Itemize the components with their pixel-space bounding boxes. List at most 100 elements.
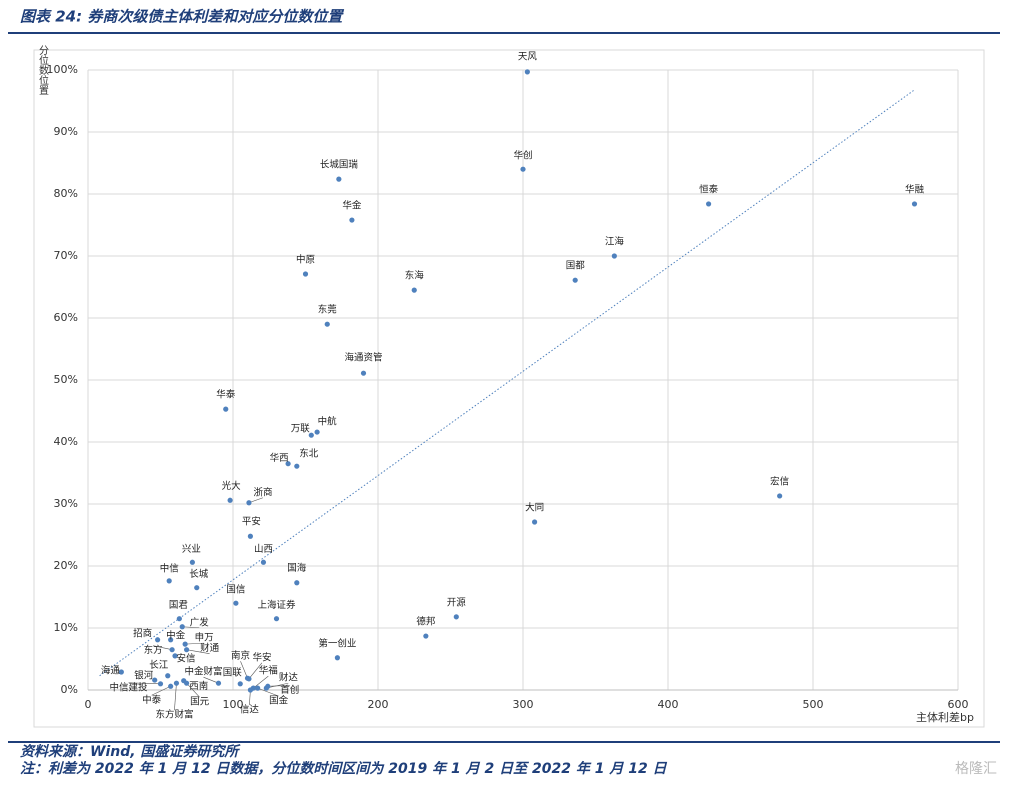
point <box>182 641 188 647</box>
point <box>777 493 783 499</box>
y-axis-title-text: 分位数位置 <box>37 45 49 95</box>
plot-frame <box>33 49 985 728</box>
point-label: 西南 <box>189 680 208 692</box>
point-label: 华融 <box>905 183 925 195</box>
point-label: 东北 <box>299 448 319 460</box>
y-tick-label: 50% <box>54 373 78 386</box>
point <box>308 432 314 438</box>
point <box>166 578 172 584</box>
title: 图表 24: 券商次级债主体利差和对应分位数位置 <box>20 8 344 26</box>
point-label: 国君 <box>169 600 189 611</box>
point-label: 国金 <box>269 695 289 707</box>
point <box>294 580 300 586</box>
point <box>324 321 330 327</box>
point <box>453 614 459 620</box>
x-axis-title: 主体利差bp <box>916 710 974 724</box>
point-label: 大同 <box>525 501 544 513</box>
point <box>411 287 417 293</box>
point-label: 海通 <box>101 665 121 677</box>
x-tick-label: 400 <box>658 698 679 711</box>
point <box>173 680 180 686</box>
point <box>911 201 918 207</box>
x-tick-label: 200 <box>368 698 389 711</box>
point-label: 万联 <box>291 424 311 435</box>
point <box>360 370 367 376</box>
leader-line <box>203 676 219 684</box>
point-label: 海通资管 <box>344 352 382 364</box>
trendline <box>99 89 915 677</box>
point <box>157 681 164 687</box>
point-label: 中原 <box>296 253 315 265</box>
leader-line <box>153 645 173 650</box>
leader-line <box>240 661 248 679</box>
leader-line <box>174 683 177 711</box>
y-tick-label: 0% <box>61 683 78 696</box>
point-label: 国海 <box>287 562 307 574</box>
point <box>172 653 178 659</box>
leader-line <box>151 686 171 696</box>
point <box>155 637 161 643</box>
y-tick-label: 70% <box>54 249 78 262</box>
x-tick-label: 100 <box>223 698 244 711</box>
y-tick-label: 40% <box>54 435 78 448</box>
point <box>611 253 617 259</box>
point <box>294 463 300 469</box>
point-label: 南京 <box>231 650 250 662</box>
y-tick-label: 20% <box>54 559 78 572</box>
point-label: 申万 <box>195 632 214 644</box>
point <box>152 677 158 683</box>
point-label: 东方财富 <box>155 709 193 721</box>
point-label: 中航 <box>318 416 338 428</box>
leader-line <box>267 684 290 687</box>
point <box>246 500 252 506</box>
point-label: 华安 <box>252 651 271 663</box>
leader-line <box>257 687 279 697</box>
point-label: 中信建投 <box>109 681 148 693</box>
point-label: 光大 <box>222 480 242 492</box>
point-label: 广发 <box>190 616 210 628</box>
point-label: 中泰 <box>142 694 162 706</box>
point <box>169 647 175 653</box>
point <box>334 655 340 661</box>
point <box>524 69 530 75</box>
point-label: 中金 <box>166 629 186 641</box>
x-tick-label: 500 <box>803 698 824 711</box>
point <box>184 680 190 686</box>
point <box>118 669 124 675</box>
note: 注：利差为 2022 年 1 月 12 日数据，分位数时间区间为 2019 年 … <box>20 760 668 777</box>
point-label: 东莞 <box>318 304 338 316</box>
point <box>302 271 309 277</box>
point-label: 长城 <box>189 568 209 580</box>
point-label: 招商 <box>133 627 152 639</box>
y-tick-label: 60% <box>54 311 78 324</box>
point <box>233 600 239 606</box>
leader-line <box>182 626 200 629</box>
point-label: 财通 <box>200 642 220 654</box>
x-tick-label: 600 <box>948 698 969 711</box>
y-tick-label: 30% <box>54 497 78 510</box>
y-tick-label: 90% <box>54 125 78 138</box>
point-label: 华福 <box>259 665 278 677</box>
point <box>706 201 712 207</box>
point <box>168 683 174 689</box>
y-tick-label: 80% <box>54 187 78 200</box>
point-label: 华创 <box>513 150 532 162</box>
point <box>520 166 526 172</box>
point <box>189 559 195 565</box>
point-label: 国都 <box>566 261 586 272</box>
point-label: 中信 <box>160 562 179 574</box>
point-label: 中金财富 <box>184 666 222 678</box>
point-label: 信达 <box>240 704 260 716</box>
point-label: 国元 <box>190 697 210 708</box>
point <box>168 637 174 643</box>
x-tick-label: 300 <box>513 698 534 711</box>
y-tick-label: 10% <box>54 621 78 634</box>
point <box>184 647 190 653</box>
point-label: 兴业 <box>182 544 201 555</box>
leader-line <box>253 675 269 689</box>
point-label: 华金 <box>342 200 362 212</box>
point <box>223 406 229 412</box>
point <box>572 277 578 283</box>
point <box>176 616 182 622</box>
point-label: 华泰 <box>216 389 236 401</box>
